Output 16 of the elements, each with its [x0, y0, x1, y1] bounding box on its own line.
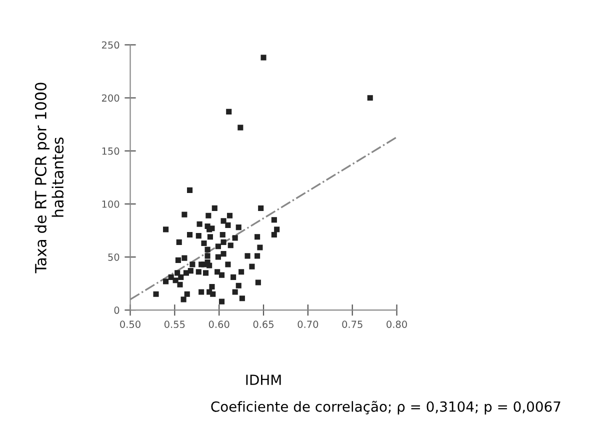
- x-tick-label: 0.80: [386, 320, 407, 328]
- x-tick-label: 0.70: [298, 320, 318, 328]
- x-tick-label: 0.60: [208, 320, 230, 328]
- y-axis-title: Taxa de RT PCR por 1000 habitantes: [34, 82, 64, 274]
- y-tick-label: 100: [102, 200, 120, 208]
- text: Coeficiente de correlação; ρ = 0,3104; p = 0,0067: [211, 400, 560, 415]
- x-tick-label: 0.55: [164, 320, 185, 328]
- y-tick-label: 250: [102, 41, 120, 49]
- y-tick-label: 150: [102, 147, 120, 155]
- x-tick-label: 0.50: [120, 320, 140, 328]
- x-tick-label: 0.75: [342, 320, 362, 328]
- x-axis-title: IDHM: [246, 374, 281, 385]
- y-tick-label: 0: [114, 306, 120, 314]
- x-tick-label: 0.65: [253, 320, 274, 328]
- y-tick-label: 200: [102, 94, 120, 102]
- y-tick-label: 50: [108, 253, 120, 261]
